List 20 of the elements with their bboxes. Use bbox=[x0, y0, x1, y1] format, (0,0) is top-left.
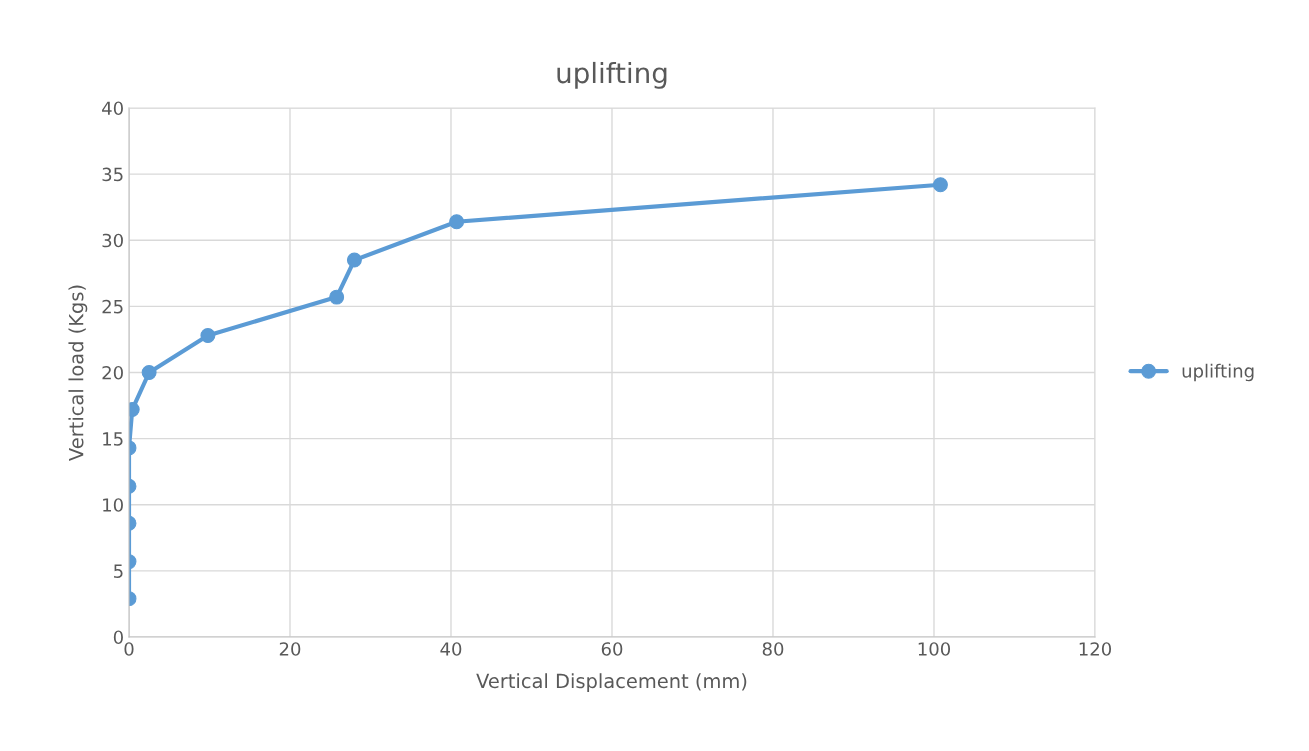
x-tick-label: 0 bbox=[124, 642, 134, 656]
y-axis-title: Vertical load (Kgs) bbox=[68, 285, 88, 461]
y-tick-label: 0 bbox=[113, 630, 123, 645]
x-tick-label: 100 bbox=[918, 642, 951, 656]
y-tick-label: 25 bbox=[102, 299, 123, 314]
y-tick-label: 40 bbox=[102, 101, 123, 116]
y-tick-label: 35 bbox=[102, 167, 123, 182]
y-tick-label: 20 bbox=[102, 365, 123, 380]
x-tick-label: 40 bbox=[440, 642, 462, 656]
y-tick-label: 15 bbox=[103, 432, 123, 446]
y-tick-label: 5 bbox=[114, 564, 123, 578]
x-tick-label: 60 bbox=[601, 642, 623, 656]
x-axis-title: Vertical Displacement (mm) bbox=[476, 673, 747, 693]
x-tick-label: 80 bbox=[762, 642, 784, 656]
chart-title: uplifting bbox=[557, 61, 667, 89]
y-tick-label: 30 bbox=[102, 233, 123, 248]
x-tick-label: 120 bbox=[1079, 642, 1112, 656]
legend-label: uplifting bbox=[1182, 363, 1254, 382]
y-tick-label: 10 bbox=[103, 498, 123, 512]
x-tick-label: 20 bbox=[279, 642, 301, 656]
